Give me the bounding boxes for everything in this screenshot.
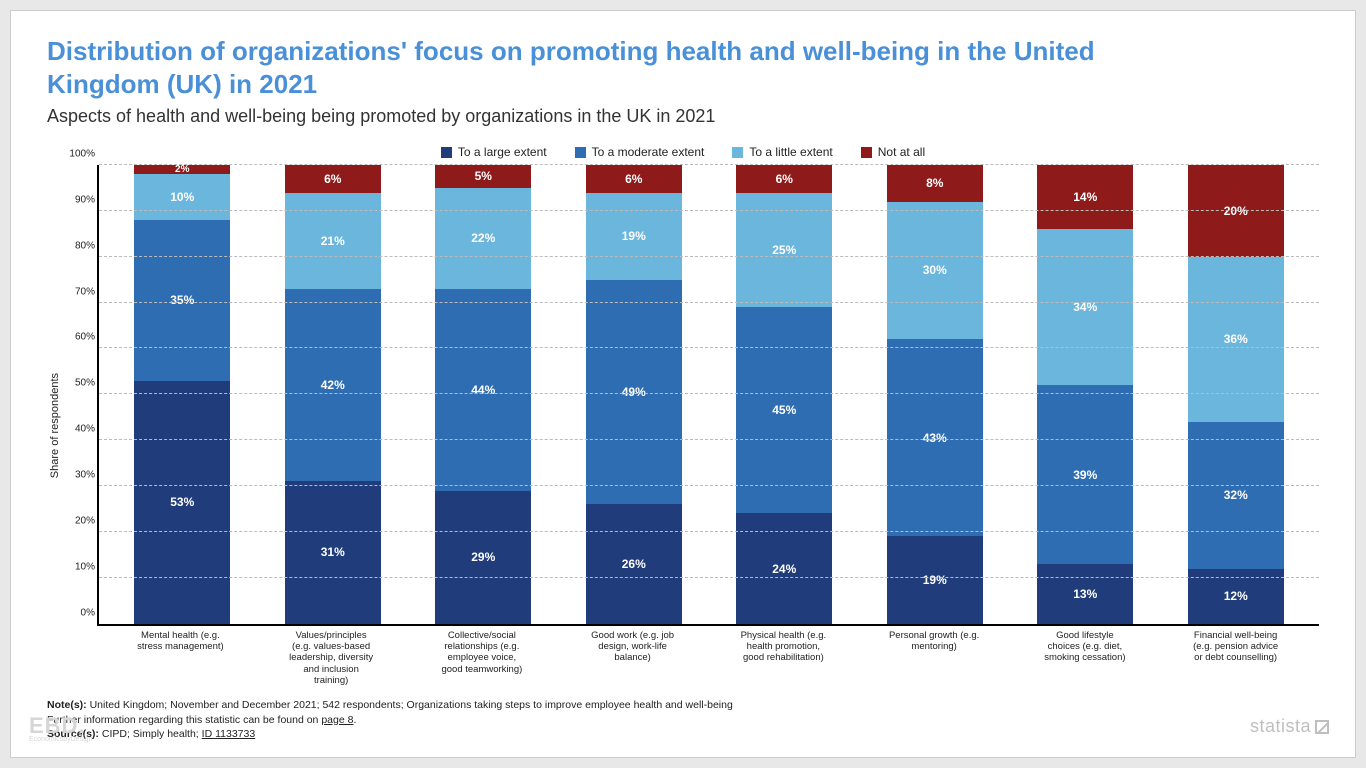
legend-item: To a little extent <box>732 145 832 159</box>
x-tick-label: Mental health (e.g. stress management) <box>132 630 228 687</box>
gridline <box>99 485 1319 486</box>
gridline <box>99 164 1319 165</box>
bar-segment: 22% <box>435 188 531 289</box>
gridline <box>99 439 1319 440</box>
bar-segment: 45% <box>736 307 832 513</box>
legend-swatch <box>861 147 872 158</box>
y-tick-label: 40% <box>65 424 95 435</box>
x-tick-label: Financial well-being (e.g. pension advic… <box>1188 630 1284 687</box>
bar-segment: 19% <box>887 536 983 623</box>
bars-container: 53%35%10%2%31%42%21%6%29%44%22%5%26%49%1… <box>99 165 1319 624</box>
bar: 31%42%21%6% <box>285 165 381 624</box>
bar-segment: 32% <box>1188 422 1284 569</box>
bar-segment: 36% <box>1188 257 1284 422</box>
x-tick-label: Collective/social relationships (e.g. em… <box>434 630 530 687</box>
bar-segment: 14% <box>1037 165 1133 229</box>
gridline <box>99 210 1319 211</box>
x-tick-label: Good work (e.g. job design, work-life ba… <box>585 630 681 687</box>
further-info-link[interactable]: page 8 <box>321 714 353 726</box>
legend-swatch <box>575 147 586 158</box>
legend: To a large extent To a moderate extent To … <box>47 145 1319 159</box>
gridline <box>99 393 1319 394</box>
bar-segment: 30% <box>887 202 983 340</box>
bar-segment: 8% <box>887 165 983 202</box>
legend-item: To a large extent <box>441 145 547 159</box>
bar-segment: 49% <box>586 280 682 505</box>
gridline <box>99 531 1319 532</box>
footer-notes: Note(s): United Kingdom; November and De… <box>47 698 1319 741</box>
legend-label: To a large extent <box>458 145 547 159</box>
x-axis-labels: Mental health (e.g. stress management) Va… <box>97 626 1319 687</box>
watermark-statista: statista <box>1250 716 1329 737</box>
source-text: CIPD; Simply health; <box>102 728 202 740</box>
y-tick-label: 30% <box>65 469 95 480</box>
y-axis-label: Share of respondents <box>47 373 63 478</box>
source-link[interactable]: ID 1133733 <box>202 728 256 740</box>
note-prefix: Note(s): <box>47 699 87 711</box>
bar: 12%32%36%20% <box>1188 165 1284 624</box>
bar-segment: 19% <box>586 193 682 280</box>
bar-segment: 21% <box>285 193 381 289</box>
gridline <box>99 577 1319 578</box>
y-tick-label: 20% <box>65 515 95 526</box>
gridline <box>99 302 1319 303</box>
legend-swatch <box>732 147 743 158</box>
watermark-ebd: EBD. EconomicsbyDesign <box>29 713 92 743</box>
bar-segment: 35% <box>134 220 230 380</box>
y-tick-label: 80% <box>65 240 95 251</box>
bar-segment: 39% <box>1037 385 1133 564</box>
bar-segment: 34% <box>1037 229 1133 385</box>
y-tick-label: 100% <box>65 149 95 160</box>
bar: 24%45%25%6% <box>736 165 832 624</box>
bar: 29%44%22%5% <box>435 165 531 624</box>
chart-area: Share of respondents 53%35%10%2%31%42%21… <box>47 165 1319 686</box>
y-tick-label: 70% <box>65 286 95 297</box>
x-tick-label: Physical health (e.g. health promotion, … <box>735 630 831 687</box>
bar-segment: 20% <box>1188 165 1284 257</box>
bar-segment: 13% <box>1037 564 1133 624</box>
bar-segment: 10% <box>134 174 230 220</box>
bar: 26%49%19%6% <box>586 165 682 624</box>
legend-label: To a moderate extent <box>592 145 705 159</box>
gridline <box>99 256 1319 257</box>
bar-segment: 26% <box>586 504 682 623</box>
x-tick-label: Good lifestyle choices (e.g. diet, smoki… <box>1037 630 1133 687</box>
chart-subtitle: Aspects of health and well-being being p… <box>47 106 1319 127</box>
legend-label: To a little extent <box>749 145 832 159</box>
bar-segment: 2% <box>134 165 230 174</box>
bar-segment: 44% <box>435 289 531 491</box>
y-tick-label: 90% <box>65 194 95 205</box>
bar-segment: 6% <box>285 165 381 193</box>
legend-label: Not at all <box>878 145 925 159</box>
x-tick-label: Personal growth (e.g. mentoring) <box>886 630 982 687</box>
bar-segment: 42% <box>285 289 381 482</box>
legend-item: To a moderate extent <box>575 145 705 159</box>
note-text: United Kingdom; November and December 20… <box>90 699 733 711</box>
x-tick-label: Values/principles (e.g. values-based lea… <box>283 630 379 687</box>
bar: 13%39%34%14% <box>1037 165 1133 624</box>
chart-frame: Distribution of organizations' focus on … <box>10 10 1356 758</box>
y-tick-label: 0% <box>65 607 95 618</box>
chart-title: Distribution of organizations' focus on … <box>47 35 1147 100</box>
plot: 53%35%10%2%31%42%21%6%29%44%22%5%26%49%1… <box>63 165 1319 686</box>
bar-segment: 31% <box>285 481 381 623</box>
bar-segment: 6% <box>736 165 832 193</box>
bar-segment: 6% <box>586 165 682 193</box>
legend-swatch <box>441 147 452 158</box>
bar-segment: 5% <box>435 165 531 188</box>
bar-segment: 29% <box>435 491 531 624</box>
bar-segment: 43% <box>887 339 983 536</box>
y-tick-label: 60% <box>65 332 95 343</box>
gridline <box>99 347 1319 348</box>
grid: 53%35%10%2%31%42%21%6%29%44%22%5%26%49%1… <box>97 165 1319 626</box>
bar: 53%35%10%2% <box>134 165 230 624</box>
bar: 19%43%30%8% <box>887 165 983 624</box>
y-tick-label: 50% <box>65 378 95 389</box>
bar-segment: 53% <box>134 381 230 624</box>
y-tick-label: 10% <box>65 561 95 572</box>
legend-item: Not at all <box>861 145 925 159</box>
